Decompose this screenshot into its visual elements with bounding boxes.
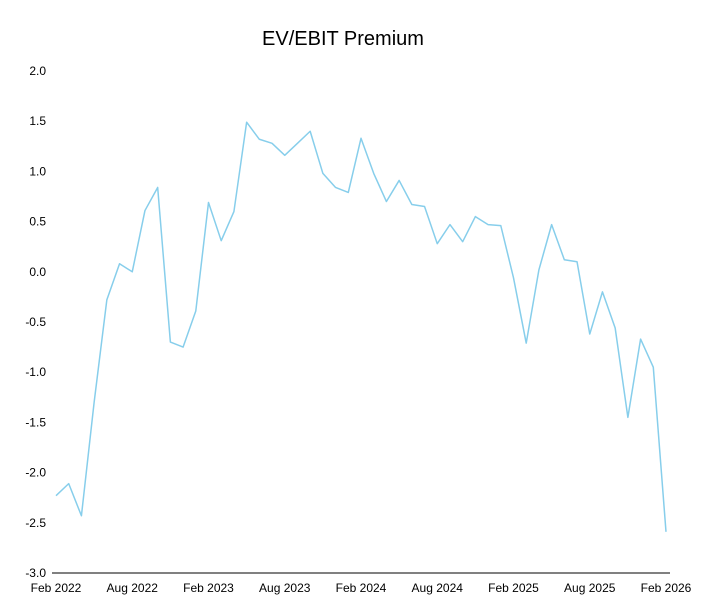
y-tick-label: -1.0	[25, 365, 46, 379]
y-tick-label: 1.5	[29, 114, 46, 128]
y-tick-label: -2.0	[25, 466, 46, 480]
y-tick-label: -0.5	[25, 315, 46, 329]
y-tick-label: 2.0	[29, 64, 46, 78]
y-axis-ticks: 2.0 1.5 1.0 0.5 0.0 -0.5 -1.0 -1.5 -2.0 -2.5 -3.0	[25, 64, 46, 580]
y-tick-label: 0.0	[29, 265, 46, 279]
x-tick-label: Feb 2026	[641, 581, 692, 595]
x-tick-label: Aug 2024	[412, 581, 464, 595]
series-layer	[55, 121, 667, 532]
series-line	[55, 121, 667, 532]
x-tick-label: Aug 2025	[564, 581, 616, 595]
x-tick-label: Aug 2022	[107, 581, 159, 595]
x-tick-label: Feb 2025	[488, 581, 539, 595]
y-tick-label: -1.5	[25, 415, 46, 429]
y-tick-label: -2.5	[25, 516, 46, 530]
y-tick-label: -3.0	[25, 566, 46, 580]
x-tick-label: Feb 2024	[336, 581, 387, 595]
chart-title: EV/EBIT Premium	[262, 28, 424, 50]
x-tick-label: Aug 2023	[259, 581, 311, 595]
x-tick-label: Feb 2022	[31, 581, 82, 595]
y-tick-label: 1.0	[29, 164, 46, 178]
y-tick-label: 0.5	[29, 215, 46, 229]
x-tick-label: Feb 2023	[183, 581, 234, 595]
x-axis-ticks: Feb 2022 Aug 2022 Feb 2023 Aug 2023 Feb 2024…	[31, 581, 692, 595]
